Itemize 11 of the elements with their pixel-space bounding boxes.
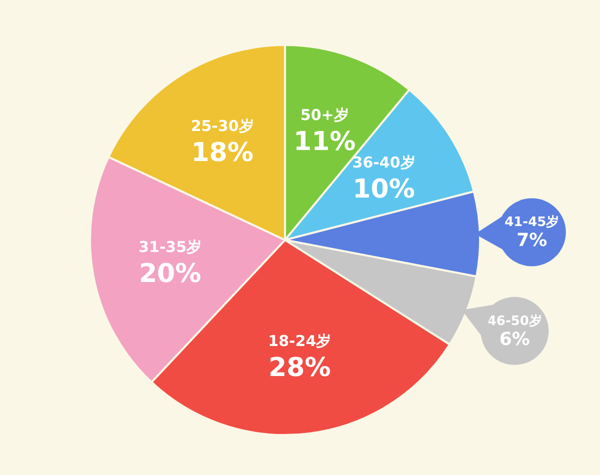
slice-label: 18-24岁 [268,332,332,350]
slice-label: 46-50岁 [487,314,542,329]
slice-label: 41-45岁 [504,215,560,230]
data-label: 7% [516,230,548,252]
data-label: 28% [268,353,331,384]
data-label: 6% [499,328,530,350]
data-label: 20% [138,258,202,289]
data-label: 10% [352,174,415,204]
slice-label: 25-30岁 [190,117,254,136]
slice-label: 50+岁 [300,106,349,124]
data-label: 18% [191,138,254,168]
